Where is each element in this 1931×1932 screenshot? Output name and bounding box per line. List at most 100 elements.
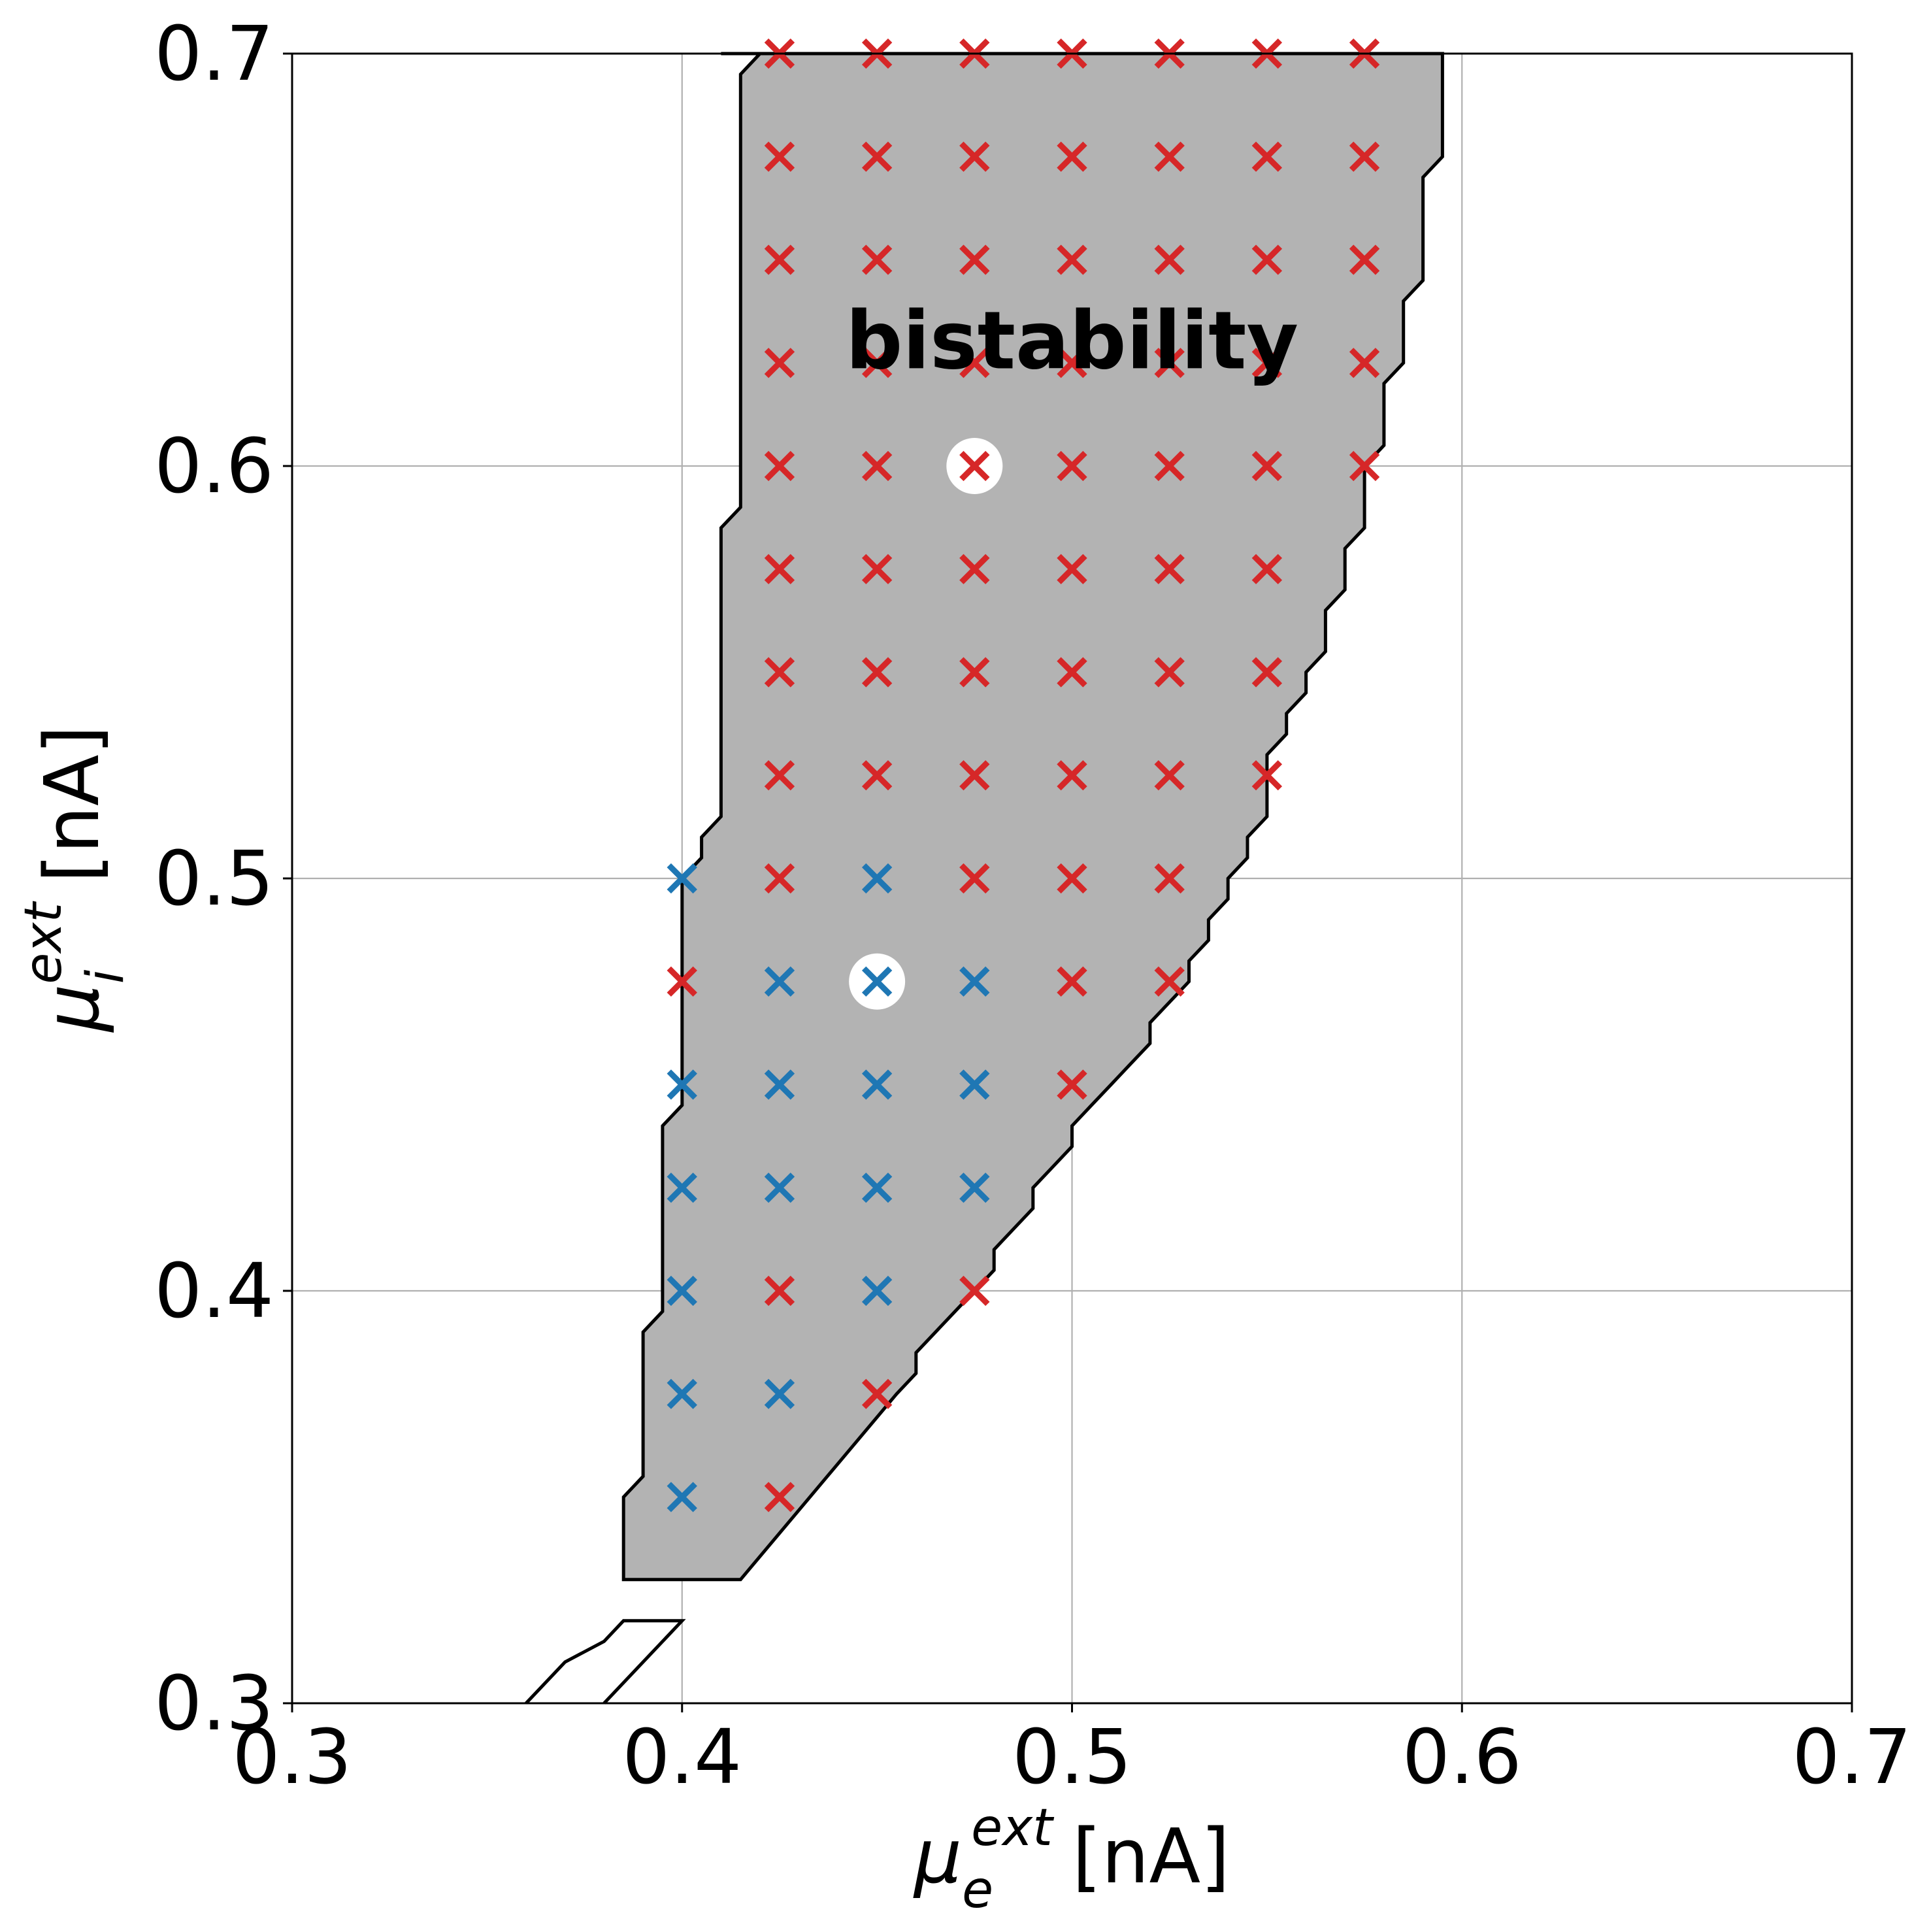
point-s0-7	[764, 141, 795, 172]
point-s1-14	[861, 1275, 893, 1307]
point-s0-29	[861, 450, 893, 482]
point-s0-39	[1154, 554, 1185, 584]
x-axis-label-symbol: μ	[913, 1813, 962, 1901]
x-axis-label: μeext [nA]	[913, 1799, 1230, 1920]
point-s0-46	[1251, 657, 1283, 688]
point-s0-48	[861, 760, 893, 791]
point-s0-31	[1057, 450, 1087, 482]
y-axis-label-symbol: μ	[29, 984, 116, 1033]
point-s0-13	[1349, 141, 1380, 172]
point-s0-36	[861, 554, 893, 584]
point-s0-63	[861, 1378, 893, 1409]
y-axis-label-subscript: i	[76, 969, 135, 984]
point-s0-57	[667, 966, 697, 997]
point-s0-14	[764, 244, 795, 275]
point-s0-49	[959, 760, 990, 791]
point-s0-32	[1154, 450, 1185, 482]
point-s0-42	[861, 657, 893, 688]
point-s1-5	[667, 1069, 697, 1100]
point-s0-44	[1057, 657, 1087, 688]
point-s1-17	[667, 1482, 697, 1512]
point-s0-21	[764, 348, 795, 378]
point-s0-16	[959, 244, 990, 275]
data-points	[667, 38, 1380, 1512]
point-s1-12	[959, 1173, 990, 1203]
point-s1-4	[959, 966, 990, 997]
x-tick-label-4: 0.7	[1792, 1714, 1912, 1801]
point-s0-43	[959, 657, 990, 688]
y-tick-label-2: 0.5	[154, 835, 274, 923]
x-tick-label-0: 0.3	[233, 1714, 352, 1801]
point-s1-8	[959, 1069, 990, 1100]
point-s0-45	[1154, 657, 1185, 688]
point-s0-26	[1251, 348, 1283, 378]
point-s0-28	[764, 450, 795, 482]
point-s0-51	[1154, 760, 1185, 791]
point-s0-9	[959, 141, 990, 172]
point-s0-33	[1251, 450, 1283, 482]
bistability-region	[525, 52, 1444, 1705]
y-tick-label-3: 0.6	[154, 423, 274, 510]
point-s1-10	[764, 1173, 795, 1203]
y-tick-label-0: 0.3	[154, 1660, 274, 1748]
point-s0-56	[1154, 863, 1185, 894]
point-s0-47	[764, 760, 795, 791]
point-s1-11	[861, 1173, 893, 1203]
point-s1-1	[861, 863, 893, 894]
point-s0-23	[959, 348, 990, 378]
bistability-region-fill	[621, 52, 1444, 1582]
point-s0-53	[764, 863, 795, 894]
point-s0-40	[1251, 554, 1283, 584]
point-s1-15	[667, 1378, 697, 1409]
x-axis-ticks: 0.3 0.4 0.5 0.6 0.7	[233, 1703, 1912, 1801]
point-s0-64	[764, 1482, 795, 1512]
point-s0-17	[1057, 244, 1087, 275]
point-s0-37	[959, 554, 990, 584]
point-s0-11	[1154, 141, 1185, 172]
point-s0-8	[861, 141, 893, 172]
point-s0-34	[1349, 450, 1380, 482]
point-s0-52	[1251, 760, 1283, 791]
point-s0-24	[1057, 348, 1087, 378]
point-s0-54	[959, 863, 990, 894]
point-s1-6	[764, 1069, 795, 1100]
point-s0-35	[764, 554, 795, 584]
point-s0-15	[861, 244, 893, 275]
y-tick-label-4: 0.7	[154, 10, 274, 98]
x-axis-label-subscript: e	[962, 1861, 993, 1920]
point-s0-18	[1154, 244, 1185, 275]
point-s0-10	[1057, 141, 1087, 172]
point-s1-13	[667, 1275, 697, 1307]
y-axis-label-unit: [nA]	[29, 725, 116, 883]
x-tick-label-3: 0.6	[1402, 1714, 1522, 1801]
y-axis-ticks: 0.3 0.4 0.5 0.6 0.7	[154, 10, 292, 1748]
point-s1-3	[861, 966, 893, 997]
y-tick-label-1: 0.4	[154, 1248, 274, 1335]
point-s0-55	[1057, 863, 1087, 894]
point-s1-7	[861, 1069, 893, 1100]
x-tick-label-1: 0.4	[622, 1714, 742, 1801]
point-s0-58	[1057, 966, 1087, 997]
point-s0-38	[1057, 554, 1087, 584]
point-s0-22	[861, 348, 893, 378]
point-s0-62	[959, 1275, 990, 1307]
point-s0-12	[1251, 141, 1283, 172]
point-s0-60	[1057, 1069, 1087, 1100]
x-axis-label-unit: [nA]	[1072, 1813, 1230, 1901]
point-s1-0	[667, 863, 697, 894]
x-axis-label-superscript: ext	[971, 1799, 1054, 1857]
point-s1-2	[764, 966, 795, 997]
y-axis-label: μiext [nA]	[14, 725, 135, 1033]
point-s1-16	[764, 1378, 795, 1409]
point-s0-19	[1251, 244, 1283, 275]
point-s1-9	[667, 1173, 697, 1203]
point-s0-50	[1057, 760, 1087, 791]
point-s0-61	[764, 1275, 795, 1307]
point-s0-27	[1349, 348, 1380, 378]
region-annotation: bistability	[846, 295, 1298, 388]
y-axis-label-superscript: ext	[14, 901, 73, 984]
small-contour-line	[525, 1619, 686, 1705]
point-s0-25	[1154, 348, 1185, 378]
point-s0-59	[1154, 966, 1185, 997]
